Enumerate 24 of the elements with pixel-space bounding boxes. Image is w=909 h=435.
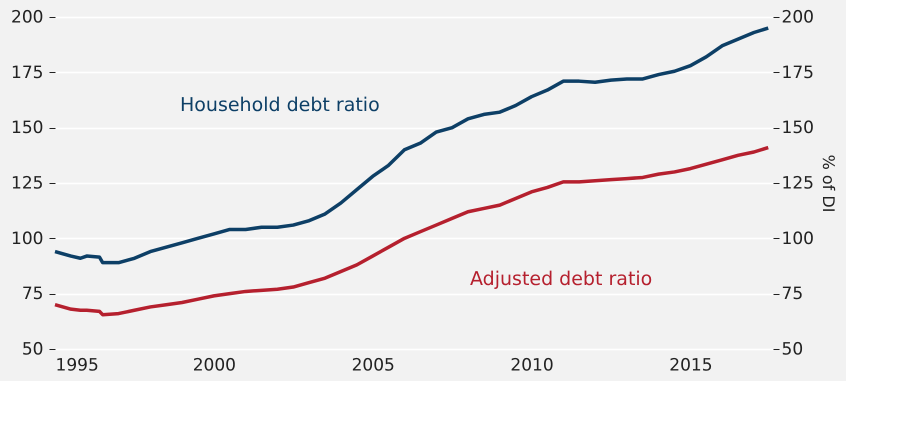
x-tick-label: 2010 (510, 356, 554, 376)
x-tick-label: 2005 (352, 356, 395, 376)
x-tick-label: 1995 (56, 356, 99, 376)
text: Adjusted debt ratio (470, 268, 652, 290)
y-tick-label: 200 (11, 8, 44, 28)
y2-tick-label: 200 (782, 8, 814, 28)
y2-tick-label: 100 (782, 228, 814, 249)
y2-tick-label: 75 (782, 284, 804, 304)
x-tick-label: 2015 (669, 356, 713, 376)
y2-tick-label: 50 (782, 340, 804, 360)
x-tick-label: 2000 (192, 356, 236, 376)
text: Household debt ratio (180, 94, 380, 116)
y-tick-label: 100 (11, 228, 44, 249)
y2-tick-label: 175 (782, 62, 814, 83)
y-tick-label: 75 (22, 284, 44, 304)
y-tick-label: 125 (11, 174, 44, 194)
y2-tick-label: 125 (782, 174, 814, 194)
y2-axis-title: % of DI (818, 154, 838, 212)
y-tick-label: 175 (11, 62, 44, 83)
line-series (53, 26, 770, 264)
y-tick-label: 50 (22, 340, 44, 360)
y2-tick-label: 150 (782, 118, 814, 138)
y-tick-label: 150 (11, 118, 44, 138)
line-series (53, 146, 770, 316)
